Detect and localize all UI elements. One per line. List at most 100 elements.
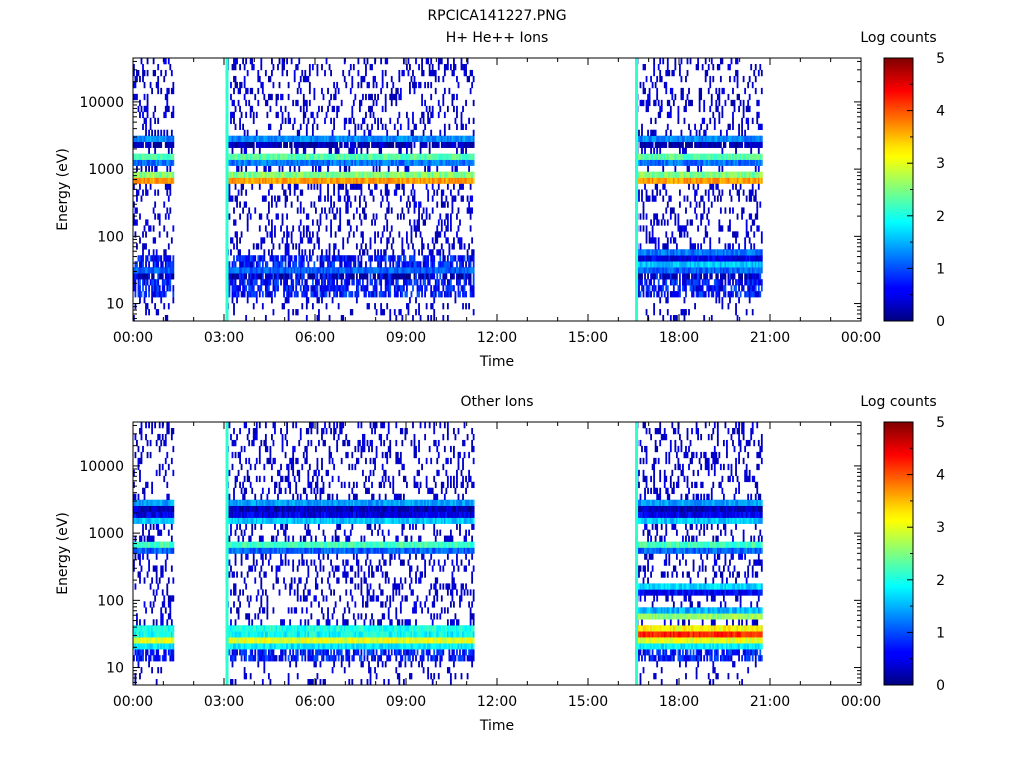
spectrogram-cell: [659, 69, 662, 77]
spectrogram-cell: [386, 303, 389, 310]
spectrogram-cell: [260, 159, 263, 166]
spectrogram-cell: [721, 303, 724, 310]
spectrogram-cell: [471, 69, 474, 77]
spectrogram-cell: [301, 261, 304, 268]
spectrogram-cell: [348, 267, 351, 274]
spectrogram-cell: [468, 177, 470, 184]
spectrogram-cell: [239, 135, 241, 142]
spectrogram-cell: [692, 261, 695, 268]
spectrogram-cell: [666, 309, 669, 316]
spectrogram-cell: [730, 267, 733, 274]
spectrogram-cell: [365, 69, 367, 77]
spectrogram-cell: [296, 309, 299, 316]
spectrogram-cell: [422, 177, 425, 184]
spectrogram-cell: [154, 135, 157, 142]
spectrogram-cell: [392, 249, 395, 256]
spectrogram-cell: [318, 153, 320, 160]
spectrogram-cell: [413, 219, 416, 226]
spectrogram-cell: [298, 249, 301, 256]
spectrogram-cell: [169, 159, 172, 166]
spectrogram-cell: [751, 153, 754, 160]
spectrogram-cell: [251, 291, 254, 298]
spectrogram-cell: [436, 165, 439, 172]
spectrogram-cell: [133, 267, 135, 274]
spectrogram-cell: [662, 135, 665, 142]
spectrogram-cell: [685, 291, 687, 298]
spectrogram-cell: [316, 141, 319, 148]
spectrogram-cell: [446, 255, 449, 262]
spectrogram-cell: [703, 171, 706, 178]
spectrogram-cell: [151, 267, 154, 274]
spectrogram-cell: [745, 261, 748, 268]
spectrogram-cell: [252, 261, 255, 268]
spectrogram-cell: [663, 261, 666, 268]
spectrogram-cell: [157, 171, 160, 178]
spectrogram-cell: [228, 285, 231, 292]
spectrogram-cell: [380, 309, 383, 316]
spectrogram-cell: [307, 117, 310, 125]
spectrogram-cell: [362, 237, 364, 244]
spectrogram-cell: [271, 153, 273, 160]
spectrogram-cell: [318, 171, 320, 178]
spectrogram-cell: [383, 177, 386, 184]
spectrogram-cell: [346, 189, 349, 196]
spectrogram-cell: [164, 105, 167, 113]
spectrogram-cell: [642, 141, 645, 148]
spectrogram-cell: [164, 267, 167, 274]
spectrogram-cell: [753, 267, 756, 274]
spectrogram-cell: [363, 153, 366, 160]
spectrogram-cell: [328, 261, 331, 268]
spectrogram-cell: [334, 177, 337, 184]
spectrogram-cell: [348, 291, 351, 298]
spectrogram-cell: [365, 141, 367, 148]
spectrogram-cell: [642, 63, 645, 71]
spectrogram-cell: [237, 291, 240, 298]
spectrogram-cell: [349, 159, 352, 166]
spectrogram-cell: [730, 153, 733, 160]
spectrogram-cell: [671, 291, 674, 298]
spectrogram-cell: [409, 201, 411, 208]
spectrogram-cell: [393, 255, 396, 262]
spectrogram-cell: [345, 159, 348, 166]
spectrogram-cell: [368, 177, 370, 184]
spectrogram-cell: [644, 261, 646, 268]
spectrogram-cell: [418, 63, 420, 71]
spectrogram-cell: [472, 75, 475, 83]
spectrogram-cell: [384, 267, 387, 274]
spectrogram-cell: [716, 141, 719, 148]
spectrogram-cell: [413, 159, 416, 166]
spectrogram-cell: [745, 105, 748, 113]
spectrogram-cell: [668, 99, 671, 107]
spectrogram-cell: [164, 177, 167, 184]
spectrogram-cell: [289, 291, 292, 298]
spectrogram-cell: [716, 291, 719, 298]
spectrogram-cell: [472, 171, 475, 178]
spectrogram-cell: [674, 273, 677, 280]
spectrogram-cell: [284, 261, 287, 268]
spectrogram-cell: [722, 291, 725, 298]
spectrogram-cell: [685, 147, 687, 154]
spectrogram-cell: [453, 195, 455, 202]
spectrogram-cell: [371, 177, 373, 184]
spectrogram-cell: [415, 201, 417, 208]
spectrogram-cell: [413, 81, 416, 89]
spectrogram-cell: [387, 201, 390, 208]
spectrogram-cell: [143, 69, 146, 77]
spectrogram-cell: [327, 189, 329, 196]
spectrogram-cell: [264, 99, 267, 107]
spectrogram-cell: [233, 207, 235, 214]
spectrogram-cell: [459, 171, 461, 178]
spectrogram-cell: [322, 285, 325, 292]
spectrogram-cell: [299, 171, 302, 178]
spectrogram-cell: [443, 159, 446, 166]
spectrogram-cell: [712, 183, 715, 190]
spectrogram-cell: [433, 153, 436, 160]
spectrogram-cell: [739, 249, 742, 256]
spectrogram-cell: [421, 93, 423, 101]
spectrogram-cell: [398, 255, 401, 262]
spectrogram-cell: [334, 93, 337, 101]
spectrogram-cell: [236, 255, 238, 262]
spectrogram-cell: [169, 207, 172, 214]
spectrogram-cell: [261, 303, 264, 310]
spectrogram-cell: [710, 273, 713, 280]
